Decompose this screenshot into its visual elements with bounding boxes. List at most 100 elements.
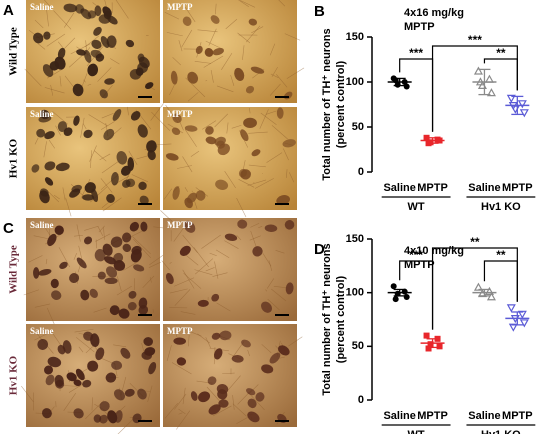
fiber [98,225,105,233]
neuron [147,149,156,161]
fiber [181,29,193,48]
neuron [285,282,294,295]
fiber [278,0,286,7]
fiber [169,262,172,264]
neuron [165,272,174,285]
fiber [169,288,188,294]
neuron [182,16,192,26]
point [403,83,410,90]
fiber [44,87,65,94]
fiber [182,156,193,173]
neuron [111,360,123,370]
col-label: MPTP [167,2,193,12]
fiber [286,67,305,79]
neuron [83,129,93,139]
fiber [176,410,191,430]
fiber [238,0,250,7]
point [484,74,494,83]
fiber [178,40,183,52]
row-label: Hv1 KO [8,355,20,395]
chart-title: MPTP [404,21,435,33]
fiber [215,249,230,259]
neuron [184,197,193,209]
fiber [271,288,287,302]
neuron [122,243,132,252]
fiber [197,29,218,33]
neuron [261,364,274,374]
neuron [42,408,52,419]
point [423,332,430,339]
neuron [170,70,178,85]
neuron [80,289,90,301]
neuron [284,220,295,230]
neuron [276,195,290,206]
group-label: WT [408,201,425,213]
neurons [151,104,296,218]
neuron [137,388,147,400]
neuron [83,236,93,245]
fiber [90,150,92,169]
fiber [279,356,285,359]
neuron [89,288,98,299]
fiber [259,109,269,129]
neuron [107,410,118,424]
neuron [179,245,191,256]
point [517,100,527,109]
fiber [184,129,197,147]
fiber [238,179,255,188]
fiber [50,84,54,96]
col-label: Saline [30,2,54,12]
fiber [182,269,195,289]
fiber [174,277,195,287]
fiber [163,188,173,200]
point [403,293,410,300]
neuron [269,352,281,364]
neuron [278,345,290,356]
fiber [131,174,149,183]
neuron [31,164,40,173]
fiber [172,57,182,66]
fiber [89,145,97,162]
neuron [90,49,103,59]
fiber [48,139,56,149]
neurons [160,210,295,315]
fiber [273,285,286,288]
neuron [54,374,64,387]
col-label: MPTP [167,109,193,119]
col-label: Saline [30,109,54,119]
neuron [50,278,59,289]
y-tick-label: 100 [346,287,364,299]
neuron [133,264,145,272]
fiber [254,178,274,189]
fiber [232,403,247,417]
neuron [141,351,153,360]
neuron [217,389,228,400]
fiber [182,234,198,253]
fiber [43,141,47,158]
neuron [252,246,263,257]
fiber [94,150,107,162]
fiber [115,0,129,19]
neuron [176,357,187,366]
neuron [100,36,110,48]
fiber [53,10,72,30]
neuron [250,66,265,74]
fiber [177,165,193,169]
neuron [73,379,82,387]
neuron [57,121,68,132]
neuron [172,113,182,124]
neuron [204,47,214,57]
x-tick-label: MPTP [502,410,533,422]
neuron [217,143,230,156]
neuron [93,414,102,423]
fiber [90,186,108,203]
fiber [175,334,178,337]
significance-bracket [399,58,434,132]
fiber [149,277,152,283]
neuron [120,347,131,359]
col-label: Saline [30,326,54,336]
significance-label: *** [468,33,482,47]
fiber [174,289,191,306]
neuron [63,3,78,13]
neurons [164,330,303,430]
